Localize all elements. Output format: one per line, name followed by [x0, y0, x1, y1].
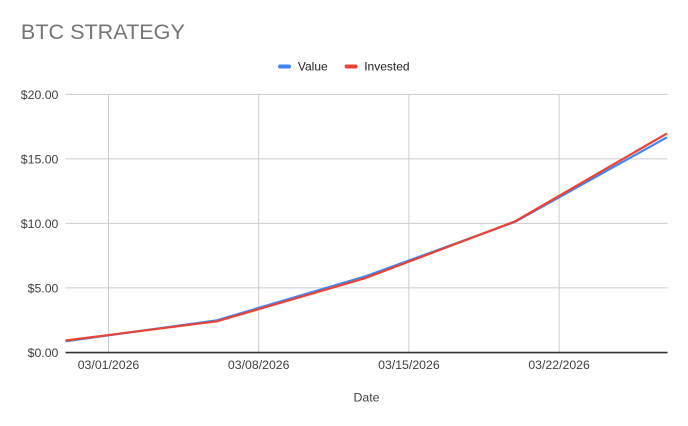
svg-text:$20.00: $20.00 — [21, 88, 59, 102]
svg-text:BTC STRATEGY: BTC STRATEGY — [21, 19, 185, 44]
svg-text:Date: Date — [354, 391, 380, 405]
svg-text:$15.00: $15.00 — [21, 152, 59, 166]
svg-text:03/22/2026: 03/22/2026 — [528, 358, 590, 372]
svg-text:$5.00: $5.00 — [28, 281, 59, 295]
svg-text:$0.00: $0.00 — [28, 346, 59, 360]
svg-text:03/08/2026: 03/08/2026 — [228, 358, 290, 372]
svg-text:03/01/2026: 03/01/2026 — [78, 358, 140, 372]
svg-text:03/15/2026: 03/15/2026 — [378, 358, 440, 372]
svg-text:$10.00: $10.00 — [21, 217, 59, 231]
svg-text:Value: Value — [298, 60, 328, 74]
svg-text:Invested: Invested — [364, 60, 409, 74]
